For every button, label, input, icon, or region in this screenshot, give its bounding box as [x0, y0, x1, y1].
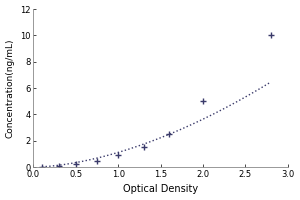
X-axis label: Optical Density: Optical Density: [123, 184, 198, 194]
Y-axis label: Concentration(ng/mL): Concentration(ng/mL): [6, 38, 15, 138]
